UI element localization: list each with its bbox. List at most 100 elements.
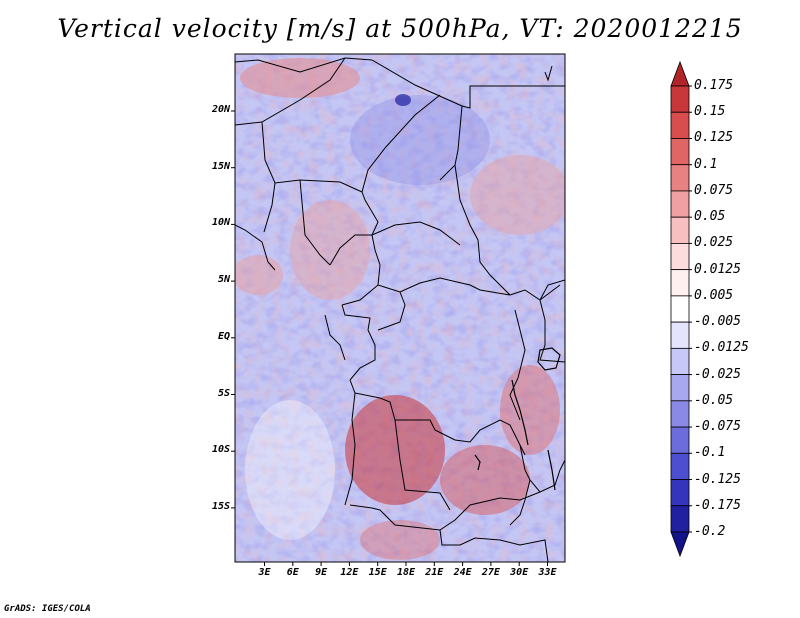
colorbar-swatch <box>670 111 690 139</box>
lon-label: 3E <box>258 567 271 578</box>
colorbar-swatch <box>670 374 690 402</box>
colorbar-swatch <box>670 164 690 192</box>
colorbar-label: 0.075 <box>694 182 734 198</box>
lon-label: 21E <box>425 567 444 578</box>
longitude-ticks <box>264 562 548 566</box>
border-angola-namibia <box>349 491 541 531</box>
colorbar-swatch <box>670 216 690 244</box>
ascent-patch-west <box>235 255 283 295</box>
border-libya-chad <box>454 105 463 166</box>
colorbar-swatch <box>670 138 690 166</box>
border-drc-east <box>509 309 526 421</box>
colorbar-label: -0.0125 <box>694 340 749 356</box>
colorbar-top-arrow <box>670 60 690 87</box>
colorbar-label: 0.1 <box>694 156 718 172</box>
map-title: Vertical velocity [m/s] at 500hPa, VT: 2… <box>57 14 743 43</box>
colorbar-swatch <box>670 85 690 113</box>
lake-mweru <box>474 454 481 471</box>
border-uganda-kenya <box>539 299 565 363</box>
colorbar-label: 0.05 <box>694 209 726 225</box>
colorbar-label: 0.175 <box>694 78 734 93</box>
border-benin <box>263 182 276 233</box>
country-borders <box>235 57 565 562</box>
lon-label: 15E <box>368 567 387 578</box>
colorbar-label: -0.005 <box>694 314 741 330</box>
lake-malawi <box>547 449 556 491</box>
border-niger-chad <box>361 94 441 193</box>
lon-label: 27E <box>481 567 500 578</box>
ascent-patch-north <box>240 58 360 98</box>
colorbar-swatch <box>670 505 690 533</box>
lat-label: 5N <box>217 274 230 286</box>
border-gabon-coast <box>324 314 346 361</box>
colorbar-label: -0.2 <box>694 524 726 539</box>
border-nigeria-cameroon <box>299 179 331 266</box>
lat-label: 10N <box>211 217 230 229</box>
colorbar-label: 0.15 <box>694 104 726 120</box>
ascent-patch-central <box>290 200 370 300</box>
map-frame <box>234 53 566 563</box>
lat-label: 10S <box>211 444 230 456</box>
border-chad-sudan <box>439 163 511 296</box>
coast-sinai <box>544 65 553 82</box>
colorbar-swatch <box>670 479 690 507</box>
border-north-1 <box>235 57 373 73</box>
colorbar-swatch <box>670 190 690 218</box>
colorbar-swatch <box>670 321 690 349</box>
border-angola-zambia <box>394 419 451 511</box>
lon-label: 6E <box>286 567 299 578</box>
lon-label: 30E <box>510 567 529 578</box>
colorbar-swatch <box>670 243 690 271</box>
border-angola-coast <box>344 392 356 506</box>
descent-patch-sahara <box>350 95 490 185</box>
border-cameroon <box>329 234 381 306</box>
colorbar-swatch <box>670 269 690 297</box>
lon-label: 33E <box>538 567 557 578</box>
border-car-south <box>377 277 561 301</box>
colorbar-label: -0.1 <box>694 445 726 461</box>
ascent-patch-south <box>360 520 440 560</box>
lon-label: 9E <box>315 567 328 578</box>
colorbar-label: 0.0125 <box>694 261 741 277</box>
lon-label: 24E <box>453 567 472 578</box>
border-libya-egypt <box>371 59 565 109</box>
neutral-patch-atlantic <box>245 400 335 540</box>
border-botswana <box>439 529 549 562</box>
lat-label: EQ <box>217 330 230 342</box>
border-south-sudan <box>539 279 565 301</box>
border-gabon-congo <box>341 304 371 331</box>
border-drc-angola <box>349 379 456 441</box>
grads-credit: GrADS: IGES/COLA <box>4 604 91 614</box>
border-north-2 <box>235 57 346 126</box>
velocity-field <box>235 54 565 562</box>
border-chad-nigeria <box>361 191 379 236</box>
colorbar-label: 0.125 <box>694 130 734 146</box>
latitude-ticks <box>231 110 235 509</box>
border-congo-drc <box>349 329 376 381</box>
border-chad-car <box>371 221 461 246</box>
lat-label: 20N <box>211 104 230 115</box>
lakes <box>474 347 561 491</box>
descent-spot-north <box>395 94 411 106</box>
lon-label: 12E <box>340 567 359 578</box>
colorbar-swatch <box>670 452 690 480</box>
colorbar-label: -0.075 <box>694 419 741 435</box>
lat-label: 5S <box>217 387 230 399</box>
colorbar-bottom-arrow <box>670 531 690 558</box>
lat-label: 15N <box>211 160 230 172</box>
ascent-core-east <box>500 365 560 455</box>
lat-label: 15S <box>211 500 230 512</box>
colorbar-swatch <box>670 347 690 375</box>
border-westafrica <box>235 224 276 271</box>
colorbar <box>670 60 692 558</box>
colorbar-swatch <box>670 426 690 454</box>
colorbar-label: -0.025 <box>694 366 741 382</box>
ascent-core-zambia <box>440 445 530 515</box>
lake-victoria <box>537 347 561 371</box>
border-malawi-moz <box>519 444 565 493</box>
border-zambia-zimbabwe <box>509 479 531 526</box>
colorbar-label: 0.005 <box>694 287 734 303</box>
ascent-core-angola <box>345 395 445 505</box>
border-congo-drc-north <box>377 291 406 331</box>
ascent-patch-northeast <box>470 155 565 235</box>
